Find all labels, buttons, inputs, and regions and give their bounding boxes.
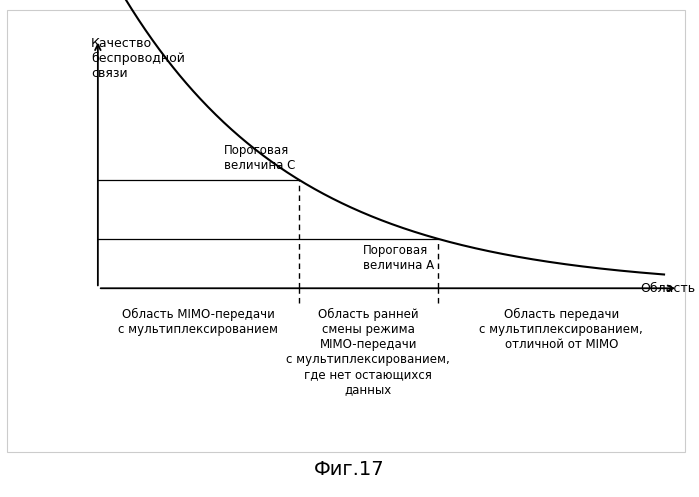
Text: Область ранней
смены режима
MIMO-передачи
с мультиплексированием,
где нет остающ: Область ранней смены режима MIMO-передач… (287, 308, 450, 396)
Text: Пороговая
величина С: Пороговая величина С (224, 144, 296, 172)
Text: Область: Область (640, 282, 696, 295)
Text: Область MIMO-передачи
с мультиплексированием: Область MIMO-передачи с мультиплексирова… (118, 308, 278, 336)
Text: Фиг.17: Фиг.17 (314, 460, 385, 479)
Text: Область передачи
с мультиплексированием,
отличной от MIMO: Область передачи с мультиплексированием,… (480, 308, 643, 351)
Bar (7, 10, 685, 452)
Text: Качество
беспроводной
связи: Качество беспроводной связи (91, 37, 185, 81)
Text: Пороговая
величина А: Пороговая величина А (363, 244, 434, 272)
